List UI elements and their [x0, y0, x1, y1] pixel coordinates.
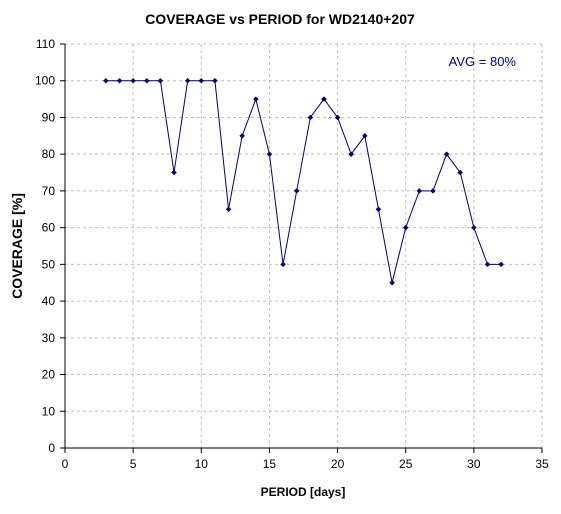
series-line-segment [432, 154, 448, 192]
series-line-segment [323, 98, 338, 118]
series-line-segment [405, 190, 420, 228]
data-point [471, 224, 477, 231]
data-point [280, 261, 286, 268]
data-point [484, 261, 491, 268]
series-line-segment [391, 227, 407, 283]
data-point [348, 151, 355, 158]
data-point [252, 96, 259, 102]
data-point [416, 188, 423, 194]
data-point [402, 224, 409, 231]
y-tick-label: 60 [42, 221, 56, 235]
series-line-segment [459, 172, 475, 228]
y-tick-label: 30 [42, 331, 56, 345]
y-tick-label: 90 [42, 110, 56, 124]
y-tick-label: 100 [35, 74, 55, 88]
x-tick-label: 25 [399, 457, 413, 471]
series-line-segment [159, 80, 175, 173]
data-point [266, 151, 273, 158]
y-tick-label: 70 [42, 184, 56, 198]
data-point [361, 132, 368, 139]
series-line-segment [296, 117, 311, 192]
x-tick-label: 35 [535, 457, 549, 471]
series-line-segment [350, 135, 366, 155]
series-line-segment [282, 190, 298, 265]
series-line-segment [309, 98, 325, 118]
x-tick-label: 20 [331, 457, 345, 471]
x-tick-label: 5 [130, 457, 137, 471]
data-point [103, 77, 109, 84]
data-point [171, 169, 177, 176]
average-annotation: AVG = 80% [449, 54, 517, 69]
data-series [103, 77, 504, 286]
series-line-segment [268, 154, 284, 265]
series-line-segment [214, 80, 230, 210]
data-point [212, 77, 218, 84]
grid-lines [65, 43, 543, 448]
x-tick-label: 30 [467, 457, 481, 471]
data-point [225, 206, 232, 213]
y-tick-label: 110 [36, 37, 55, 51]
series-line-segment [364, 135, 379, 210]
data-point [130, 77, 136, 84]
series-line-segment [377, 209, 393, 283]
y-tick-label: 10 [42, 404, 56, 418]
x-tick-label: 0 [62, 457, 69, 471]
data-point [389, 279, 395, 286]
data-point [321, 96, 327, 102]
y-tick-label: 50 [42, 257, 56, 271]
data-point [143, 77, 150, 84]
data-point [498, 261, 504, 268]
data-point [443, 151, 450, 158]
series-line-segment [446, 153, 461, 173]
data-point [457, 169, 464, 176]
y-axis-label: COVERAGE [%] [9, 193, 25, 299]
data-point [157, 77, 164, 84]
chart-title: COVERAGE vs PERIOD for WD2140+207 [145, 11, 415, 27]
series-line-segment [228, 135, 243, 210]
y-tick-label: 20 [42, 368, 56, 382]
data-point [307, 114, 314, 121]
series-line-segment [337, 117, 352, 155]
x-axis-label: PERIOD [days] [261, 485, 346, 499]
x-tick-label: 15 [263, 457, 277, 471]
y-tick-label: 80 [42, 147, 56, 161]
series-line-segment [255, 98, 270, 155]
y-tick-label: 40 [42, 294, 56, 308]
series-line-segment [241, 98, 257, 136]
y-tick-label: 0 [48, 441, 55, 455]
data-point [198, 77, 205, 84]
data-point [239, 132, 246, 139]
data-point [184, 77, 191, 84]
series-line-segment [473, 227, 488, 265]
data-point [293, 188, 300, 194]
data-point [430, 188, 436, 194]
series-line-segment [173, 80, 189, 173]
data-point [116, 77, 123, 84]
data-point [334, 114, 341, 121]
plot-area [65, 44, 542, 448]
axes [60, 43, 543, 453]
tick-labels: 0 5 10 15 20 25 30 35 0 10 20 30 40 50 60 70 80 90 100 110 [35, 37, 549, 471]
x-tick-label: 10 [195, 457, 209, 471]
data-point [375, 206, 382, 213]
